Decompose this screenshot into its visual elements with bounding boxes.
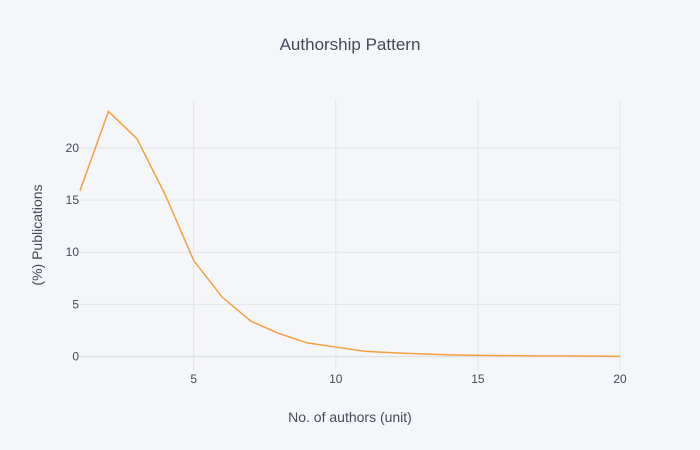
x-tick-label: 15	[471, 372, 485, 386]
gridlines	[80, 100, 621, 370]
x-axis-title: No. of authors (unit)	[288, 409, 412, 425]
x-tick-label: 5	[190, 372, 197, 386]
y-tick-label: 10	[66, 245, 80, 259]
y-tick-label: 20	[66, 141, 80, 155]
tick-labels: 5 10 15 20 0 5 10 15 20	[66, 141, 627, 386]
chart-title: Authorship Pattern	[280, 35, 421, 54]
y-tick-label: 0	[72, 349, 79, 363]
y-axis-title: (%) Publications	[29, 184, 45, 285]
y-tick-label: 5	[72, 297, 79, 311]
x-tick-label: 10	[329, 372, 343, 386]
series-line	[79, 110, 621, 358]
y-tick-label: 15	[66, 193, 80, 207]
x-tick-label: 20	[613, 372, 627, 386]
